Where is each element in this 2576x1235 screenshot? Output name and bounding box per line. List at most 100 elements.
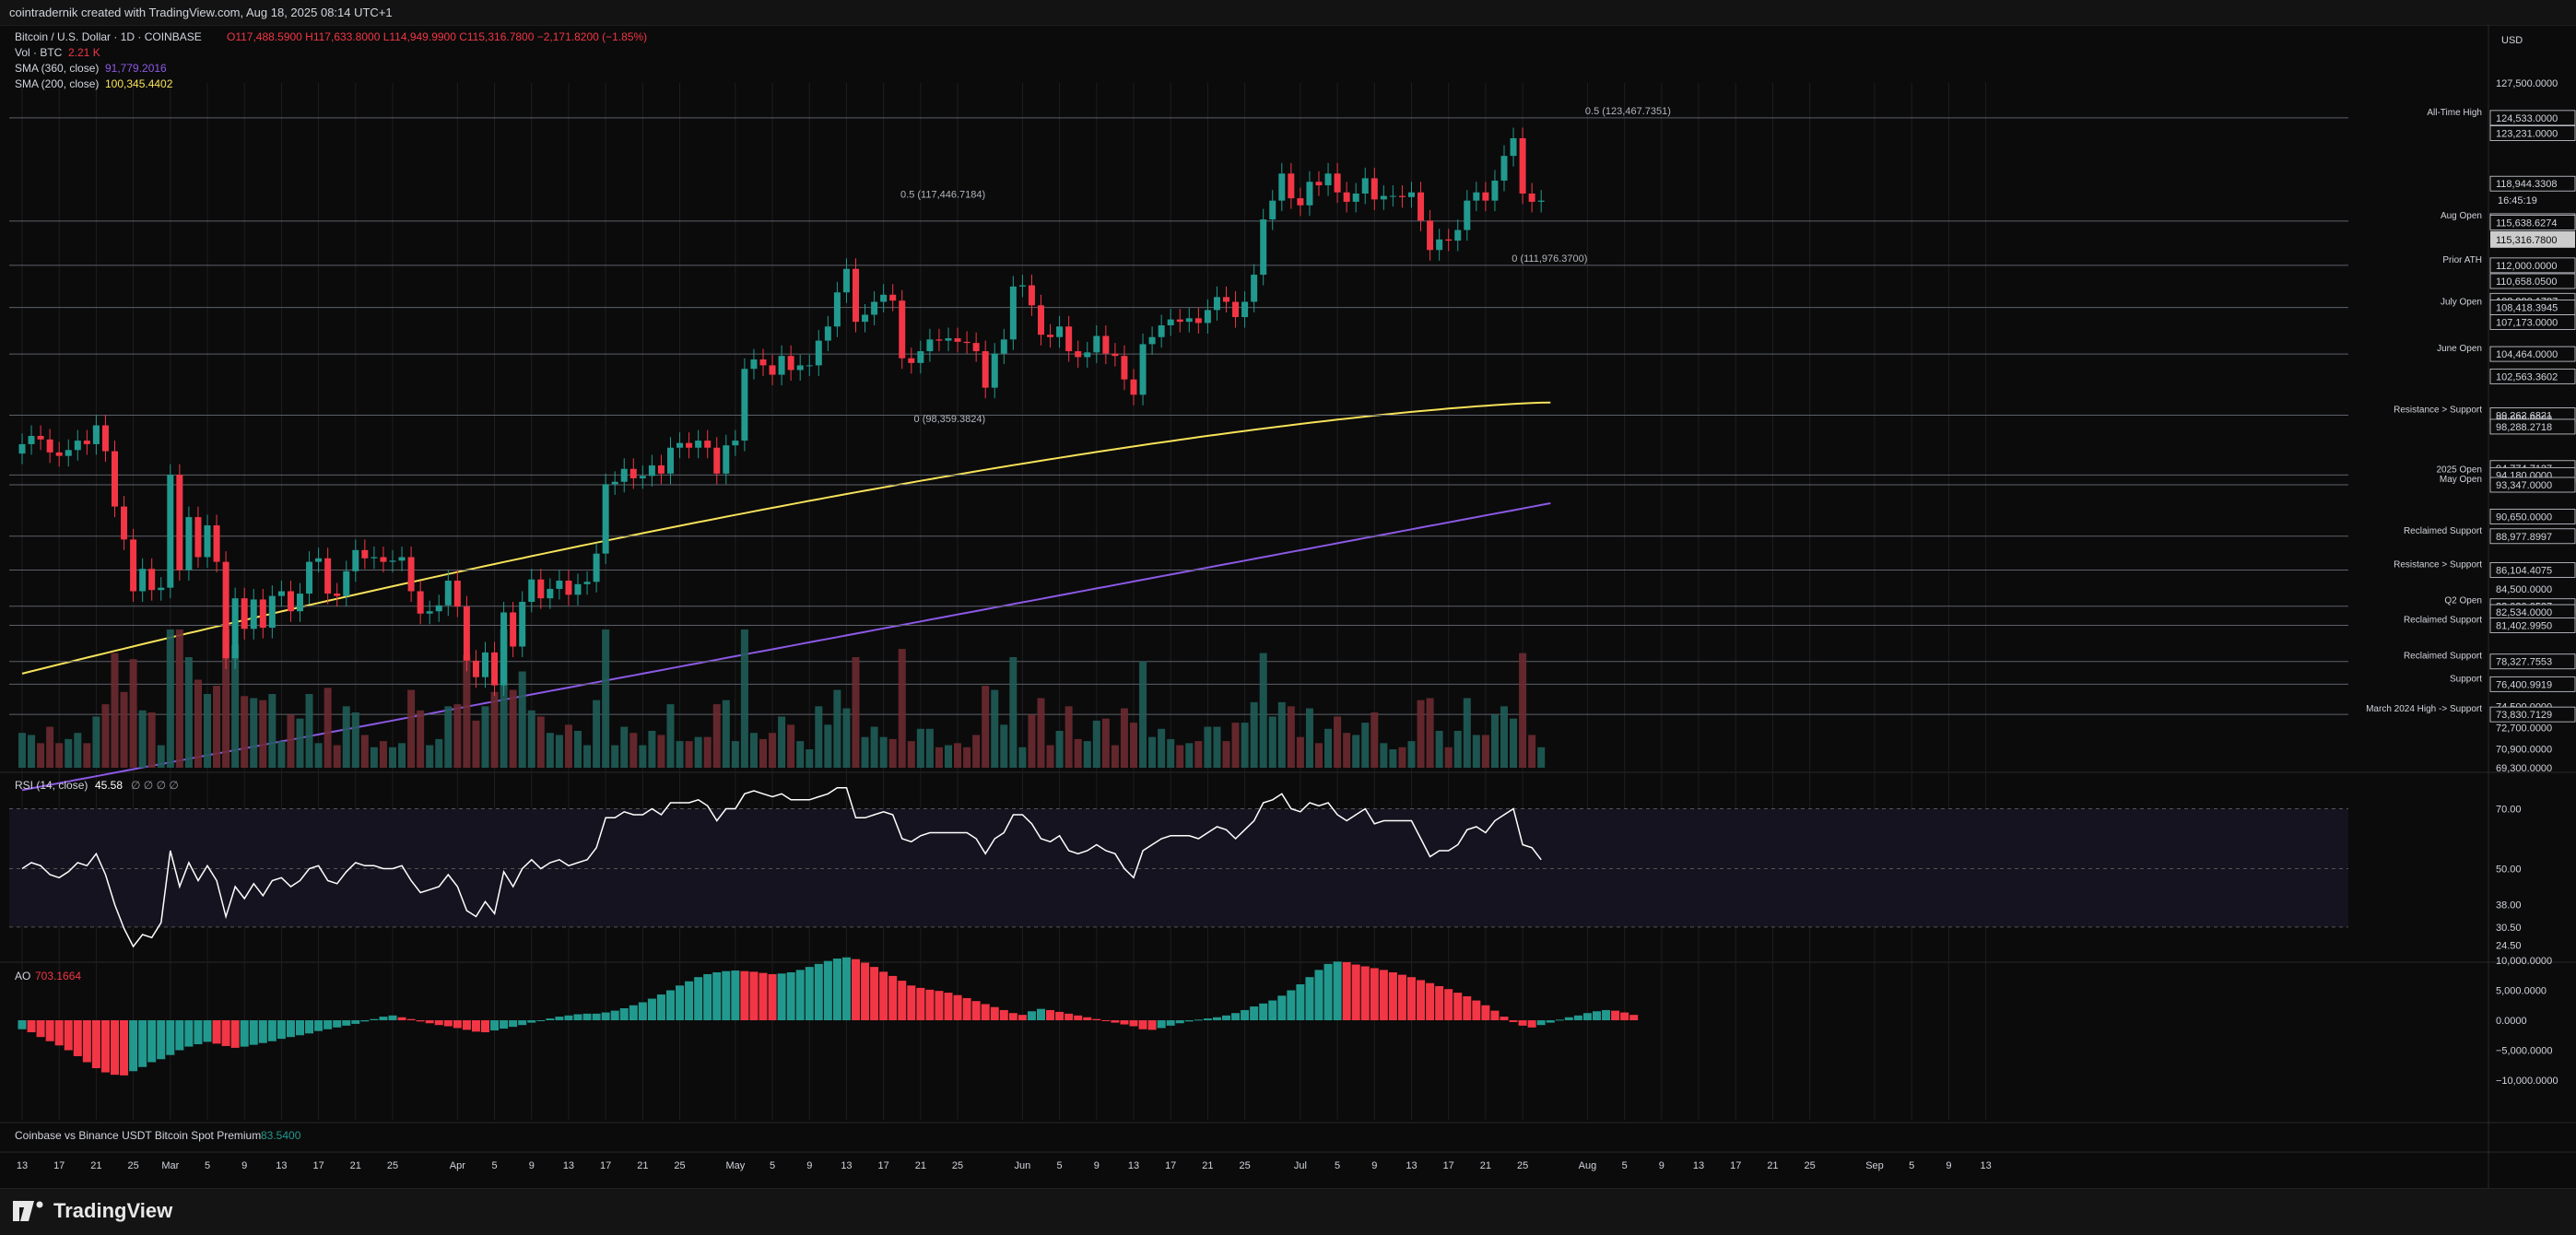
- volume-bar: [453, 704, 462, 768]
- price-label: 110,658.0500: [2496, 276, 2557, 288]
- volume-bar: [1315, 743, 1323, 768]
- currency-label[interactable]: USD: [2501, 35, 2523, 46]
- candle-body: [629, 468, 637, 478]
- ao-bar: [1490, 1010, 1500, 1020]
- ao-bar: [221, 1020, 230, 1046]
- price-label-box: [2489, 706, 2576, 723]
- candle-body: [1139, 344, 1147, 395]
- price-axis[interactable]: 127,500.0000 124,533.0000 123,231.0000 118,…: [2489, 78, 2576, 774]
- time-label: 9: [1946, 1160, 1951, 1171]
- legend-symbol: Bitcoin / U.S. Dollar · 1D · COINBASE: [15, 30, 202, 43]
- candle-body: [268, 595, 276, 629]
- time-label: 21: [1480, 1160, 1491, 1171]
- ao-bar: [175, 1020, 184, 1051]
- ao-bar: [832, 959, 841, 1020]
- candle-body: [908, 358, 915, 363]
- time-label: 17: [312, 1160, 323, 1171]
- candle-body: [453, 581, 461, 607]
- candle-body: [723, 445, 730, 474]
- price-label: 90,650.0000: [2496, 512, 2552, 523]
- candle-body: [46, 439, 53, 453]
- fibonacci-labels: 0.5 (123,467.7351) 0.5 (117,446.7184) 0 (1…: [900, 106, 1671, 425]
- volume-bar: [18, 733, 26, 768]
- fib-label: 0.5 (123,467.7351): [1585, 106, 1671, 117]
- candle-body: [1000, 339, 1007, 354]
- level-note: Q2 Open: [2444, 596, 2482, 606]
- candle-body: [1232, 301, 1240, 318]
- volume-bar: [1352, 735, 1360, 768]
- legend-sma360-label: SMA (360, close): [15, 62, 99, 75]
- volume-bar: [685, 741, 693, 768]
- ao-value: 703.1664: [35, 970, 81, 982]
- ao-bar: [1296, 984, 1305, 1020]
- ao-bar: [685, 981, 694, 1020]
- candle-body: [954, 338, 961, 342]
- volume-bar: [490, 691, 499, 768]
- volume-bar: [842, 708, 851, 768]
- time-label: Mar: [161, 1160, 179, 1171]
- volume-bar: [703, 736, 712, 768]
- ao-bar: [1222, 1015, 1230, 1020]
- price-label: 93,347.0000: [2496, 480, 2552, 491]
- fib-label: 0 (98,359.3824): [914, 414, 986, 425]
- price-label-box: [2489, 653, 2576, 670]
- time-label: 13: [1406, 1160, 1417, 1171]
- volume-bar: [546, 733, 554, 768]
- price-label: 70,900.0000: [2496, 745, 2552, 756]
- volume-bar: [564, 724, 572, 768]
- volume-bar: [1343, 733, 1351, 768]
- volume-bar: [769, 733, 777, 768]
- candle-body: [1028, 285, 1035, 306]
- candle-body: [74, 441, 81, 451]
- chart-canvas[interactable]: All-Time High Aug Open Prior ATH July Open J…: [0, 25, 2576, 1188]
- candle-body: [657, 465, 665, 474]
- ao-bar: [898, 981, 907, 1020]
- ao-bar: [1342, 961, 1351, 1020]
- volume-bar: [1213, 726, 1221, 768]
- ao-bar: [462, 1020, 471, 1030]
- ao-bar: [1101, 1020, 1111, 1021]
- price-label-box: [2489, 618, 2576, 633]
- tradingview-logo[interactable]: TradingView: [13, 1199, 172, 1223]
- ao-bar: [509, 1020, 518, 1028]
- level-note: All-Time High: [2427, 108, 2482, 118]
- volume-bar: [1435, 731, 1443, 768]
- level-note: 2025 Open: [2437, 465, 2483, 475]
- candle-body: [796, 365, 804, 370]
- volume-bar: [1417, 700, 1425, 768]
- ao-bar: [852, 959, 860, 1020]
- ao-bar: [166, 1020, 175, 1055]
- candle-body: [1148, 336, 1156, 345]
- ao-bar: [999, 1009, 1008, 1020]
- candle-body: [842, 268, 850, 293]
- volume-bar: [398, 743, 406, 768]
- volume-bar: [1389, 749, 1397, 768]
- ao-bar: [841, 957, 851, 1020]
- fib-label: 0.5 (117,446.7184): [900, 189, 985, 200]
- time-label: 5: [205, 1160, 210, 1171]
- candle-body: [130, 539, 137, 592]
- ao-bar: [1268, 1000, 1277, 1020]
- time-axis[interactable]: 13 17 21 25 Mar 5 9 13 17 21 25 Apr 5 9 13 17 21 25 May 5 9 1…: [17, 1160, 1992, 1171]
- ao-bar: [333, 1020, 342, 1028]
- ao-bar: [861, 962, 870, 1020]
- volume-bar: [954, 743, 962, 768]
- candle-body: [1519, 138, 1526, 194]
- ao-bar: [1611, 1010, 1620, 1020]
- volume-bar: [1120, 708, 1128, 768]
- ao-bar: [814, 963, 823, 1020]
- created-by-text: cointradernik created with TradingView.c…: [9, 6, 393, 19]
- ao-bar: [434, 1020, 443, 1026]
- ao-bar: [471, 1020, 480, 1032]
- ao-bar: [647, 998, 656, 1020]
- price-label-box: [2489, 476, 2576, 493]
- price-label-box: [2489, 125, 2576, 141]
- volume-bar: [1287, 706, 1295, 768]
- time-label: Jul: [1294, 1160, 1307, 1171]
- time-label: 17: [878, 1160, 889, 1171]
- time-label: 17: [1165, 1160, 1176, 1171]
- ao-bar: [1509, 1020, 1518, 1022]
- ao-bar: [555, 1017, 564, 1020]
- ao-bar: [638, 1002, 647, 1020]
- volume-bar: [1009, 657, 1017, 768]
